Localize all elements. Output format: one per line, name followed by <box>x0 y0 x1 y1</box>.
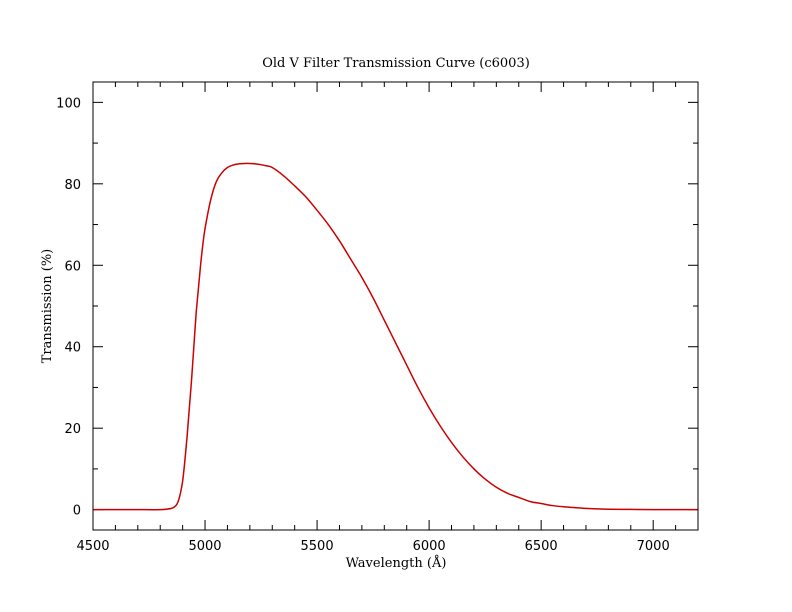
y-tick-label: 40 <box>64 341 81 356</box>
x-tick-label: 5500 <box>301 539 334 554</box>
x-tick-label: 6000 <box>413 539 446 554</box>
y-tick-label: 0 <box>73 504 81 519</box>
chart-title: Old V Filter Transmission Curve (c6003) <box>262 56 530 71</box>
tick-labels: 4500 5000 5500 6000 6500 7000 0 20 40 60 80 100 <box>56 96 670 554</box>
x-axis-label: Wavelength (Å) <box>346 555 447 571</box>
x-tick-label: 5000 <box>188 539 221 554</box>
x-tick-label: 7000 <box>637 539 670 554</box>
x-tick-label: 4500 <box>76 539 109 554</box>
x-tick-label: 6500 <box>525 539 558 554</box>
y-axis-label: Transmission (%) <box>40 249 55 364</box>
y-tick-label: 20 <box>64 422 81 437</box>
y-tick-label: 80 <box>64 178 81 193</box>
y-tick-label: 100 <box>56 96 81 111</box>
y-tick-label: 60 <box>64 259 81 274</box>
series-line-transmission <box>92 162 698 511</box>
plot-frame <box>92 81 699 531</box>
axis-ticks <box>92 82 699 530</box>
